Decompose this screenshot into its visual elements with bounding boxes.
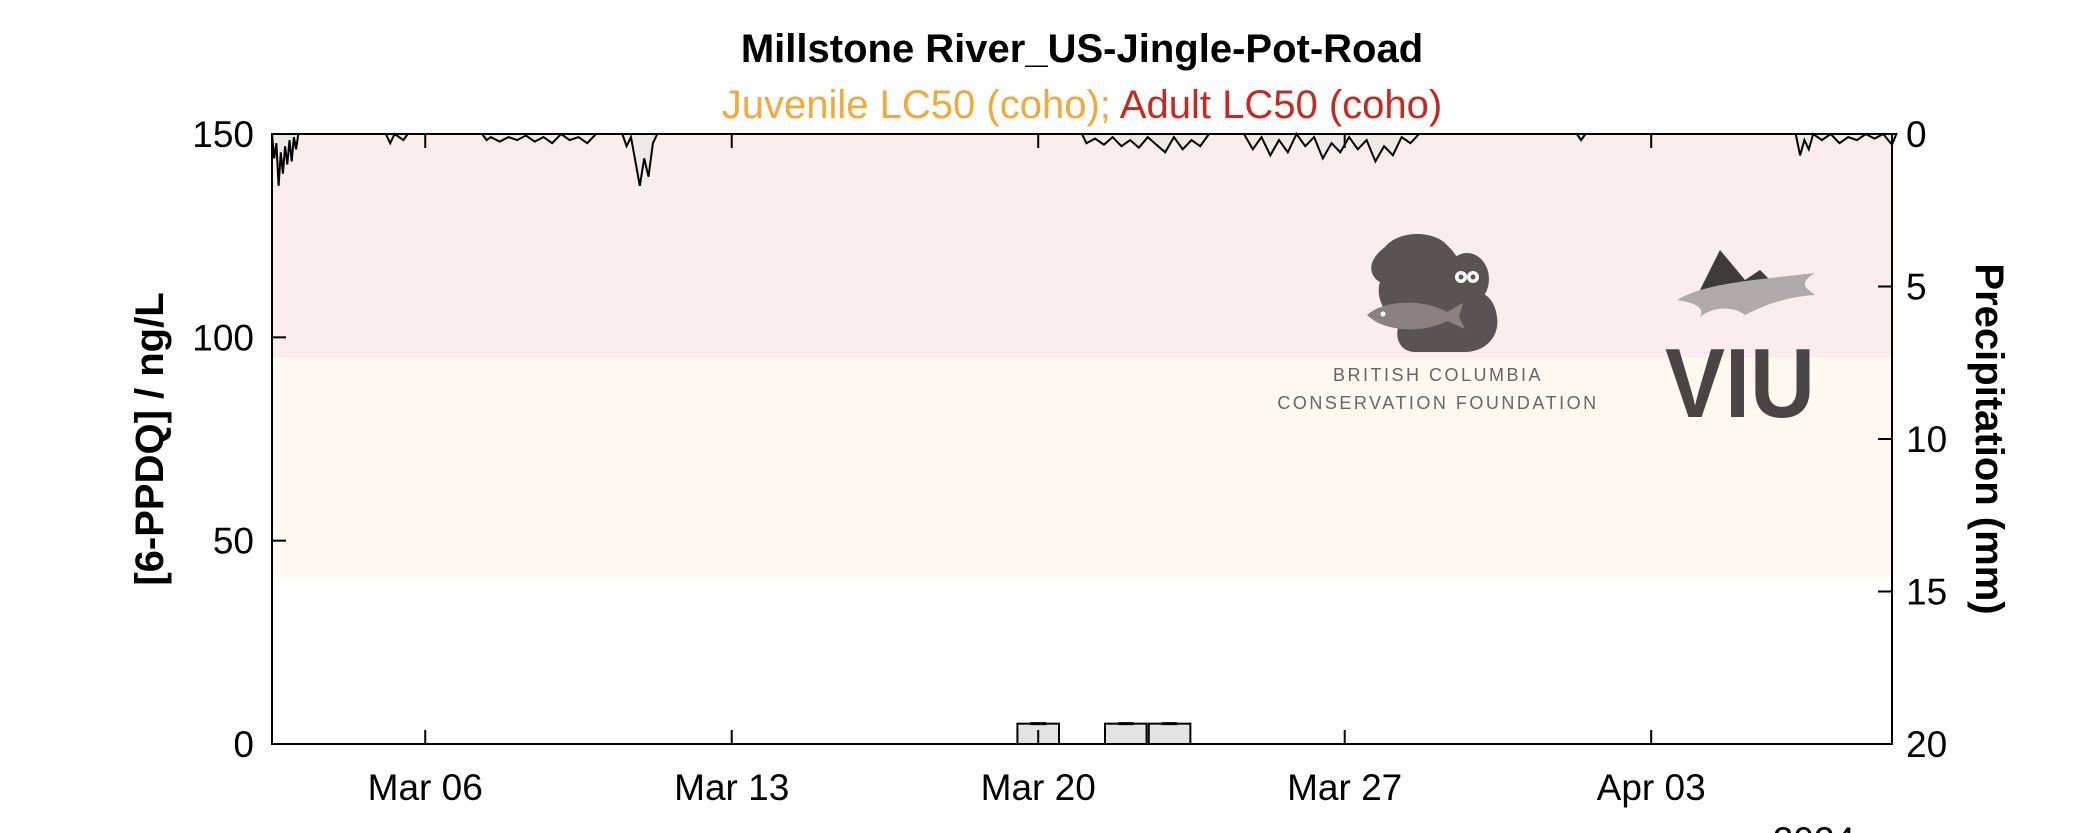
y-axis-label: [6-PPDQ] / ng/L <box>128 292 172 585</box>
x-tick-label: Apr 03 <box>1597 767 1706 808</box>
y2-tick-label: 15 <box>1906 572 1947 613</box>
bccf-logo-line2: CONSERVATION FOUNDATION <box>1277 393 1598 413</box>
threshold-band-1 <box>272 357 1892 578</box>
y2-tick-label: 10 <box>1906 419 1947 460</box>
year-label: 2024 <box>1773 820 1855 833</box>
y-tick-label: 150 <box>192 114 254 155</box>
x-tick-label: Mar 27 <box>1287 767 1402 808</box>
bear-owl-salmon-icon <box>1367 234 1498 352</box>
juvenile-legend: Juvenile LC50 (coho); <box>722 83 1111 127</box>
chart-subtitle: Juvenile LC50 (coho); Adult LC50 (coho) <box>722 83 1442 127</box>
viu-logo: VIU <box>1665 250 1815 438</box>
mountain-leaf-icon <box>1677 250 1815 317</box>
y2-tick-label: 0 <box>1906 114 1927 155</box>
y-axis-right: 0 5 10 15 20 <box>1878 114 1947 765</box>
y-tick-label: 50 <box>213 521 254 562</box>
adult-legend: Adult LC50 (coho) <box>1120 83 1442 127</box>
y-tick-label: 100 <box>192 317 254 358</box>
bccf-logo: BRITISH COLUMBIA CONSERVATION FOUNDATION <box>1277 234 1598 413</box>
y2-axis-label: Precipitation (mm) <box>1967 263 2011 614</box>
x-tick-label: Mar 20 <box>981 767 1096 808</box>
threshold-bands <box>272 134 1892 578</box>
threshold-band-0 <box>272 134 1892 358</box>
y-tick-label: 0 <box>233 724 254 765</box>
bccf-logo-line1: BRITISH COLUMBIA <box>1333 365 1543 385</box>
y2-tick-label: 5 <box>1906 267 1927 308</box>
viu-logo-text: VIU <box>1665 328 1815 438</box>
x-axis: Mar 06 Mar 13 Mar 20 Mar 27 Apr 03 <box>368 134 1706 808</box>
chart-title: Millstone River_US-Jingle-Pot-Road <box>741 27 1423 71</box>
concentration-bar <box>1147 722 1192 746</box>
y2-tick-label: 20 <box>1906 724 1947 765</box>
x-tick-label: Mar 13 <box>674 767 789 808</box>
y-axis-left: 0 50 100 150 <box>192 114 286 765</box>
concentration-bar <box>1103 722 1148 746</box>
concentration-bars <box>1016 722 1192 746</box>
x-tick-label: Mar 06 <box>368 767 483 808</box>
